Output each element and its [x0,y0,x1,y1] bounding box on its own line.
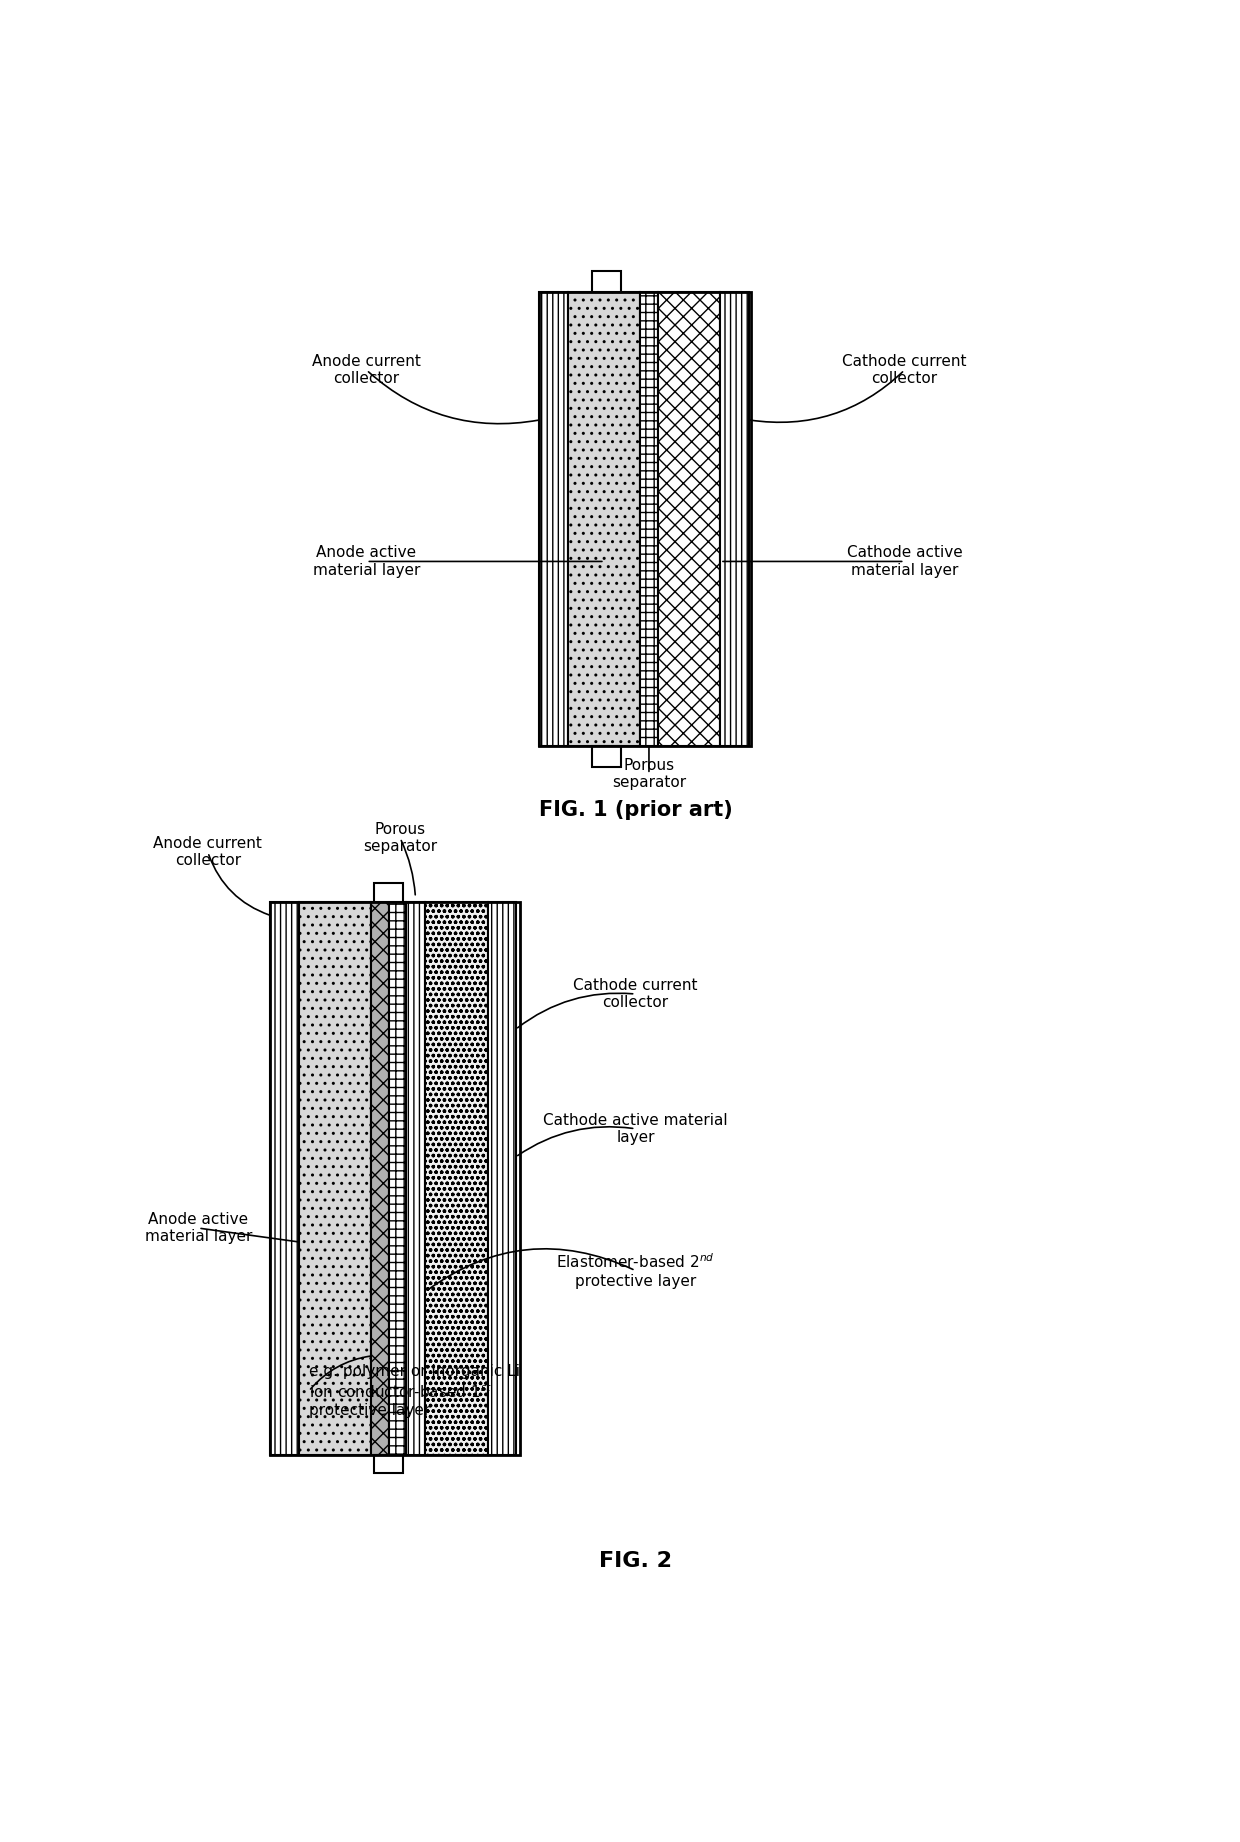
Bar [425,903,487,1455]
Bar [487,903,516,1455]
Bar [539,293,568,746]
Text: Cathode active material
layer: Cathode active material layer [543,1113,728,1146]
Bar [270,903,299,1455]
Text: e.g. polymer or inorganic Li
ion conductor-based 1$^{st}$
protective layer: e.g. polymer or inorganic Li ion conduct… [309,1365,520,1418]
Bar [374,884,403,903]
Bar [299,903,371,1455]
Text: Cathode current
collector: Cathode current collector [573,978,698,1009]
Text: Porous
separator: Porous separator [611,759,686,790]
Bar [593,746,621,766]
Bar [657,293,720,746]
Bar [270,903,521,1455]
Bar [593,271,621,293]
Bar [374,1455,403,1474]
Bar [640,293,657,746]
Bar [405,903,425,1455]
Bar [568,293,640,746]
Bar [720,293,749,746]
Text: Anode current
collector: Anode current collector [154,836,263,868]
Bar [539,293,751,746]
Bar [388,903,405,1455]
Text: FIG. 2: FIG. 2 [599,1551,672,1571]
Text: Anode current
collector: Anode current collector [312,354,420,387]
Text: Anode active
material layer: Anode active material layer [312,545,420,578]
Text: Porous
separator: Porous separator [363,822,438,855]
Text: Anode active
material layer: Anode active material layer [145,1212,252,1243]
Text: Cathode active
material layer: Cathode active material layer [847,545,962,578]
Text: Elastomer-based 2$^{nd}$
protective layer: Elastomer-based 2$^{nd}$ protective laye… [556,1253,715,1289]
Text: FIG. 1 (prior art): FIG. 1 (prior art) [538,799,733,820]
Text: Cathode current
collector: Cathode current collector [842,354,967,387]
Bar [371,903,388,1455]
